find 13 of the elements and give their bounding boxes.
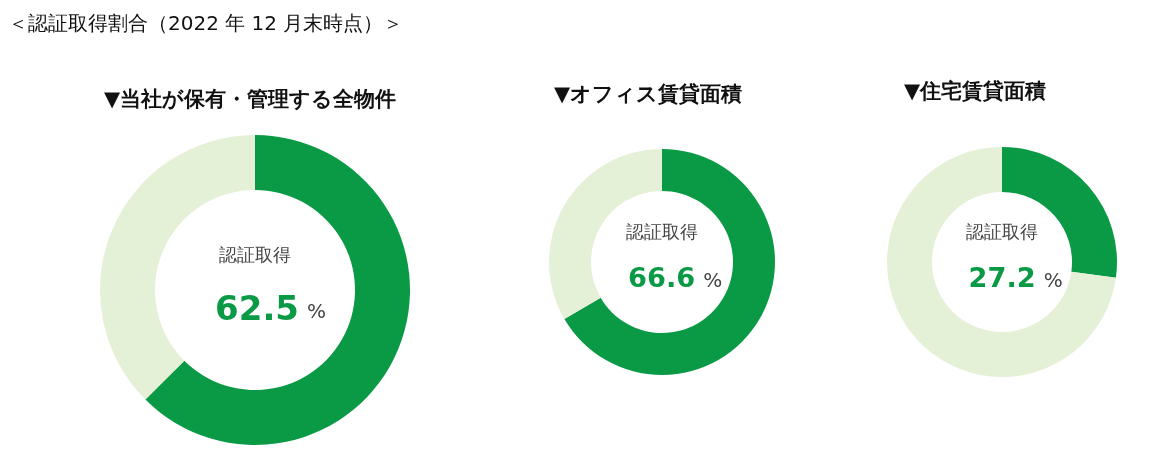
donut-slice [145,135,410,445]
slice-label: 認証取得 [626,221,698,243]
data-label: 27.2 % [968,262,1063,293]
donut-slice [564,149,775,375]
data-label: 66.6 % [628,262,723,293]
chart-title: ▼住宅賃貸面積 [903,79,1047,103]
chart-subtitle: ▼当社が保有・管理する全物件 [103,87,397,111]
chart-title: ＜認証取得割合（2022 年 12 月末時点）＞ [8,11,404,35]
chart-title: ▼オフィス賃貸面積 [553,82,743,106]
slice-label: 認証取得 [966,221,1038,243]
data-label: 62.5 % [215,288,327,328]
donut-slice [887,147,1116,377]
slice-label: 認証取得 [219,244,291,265]
